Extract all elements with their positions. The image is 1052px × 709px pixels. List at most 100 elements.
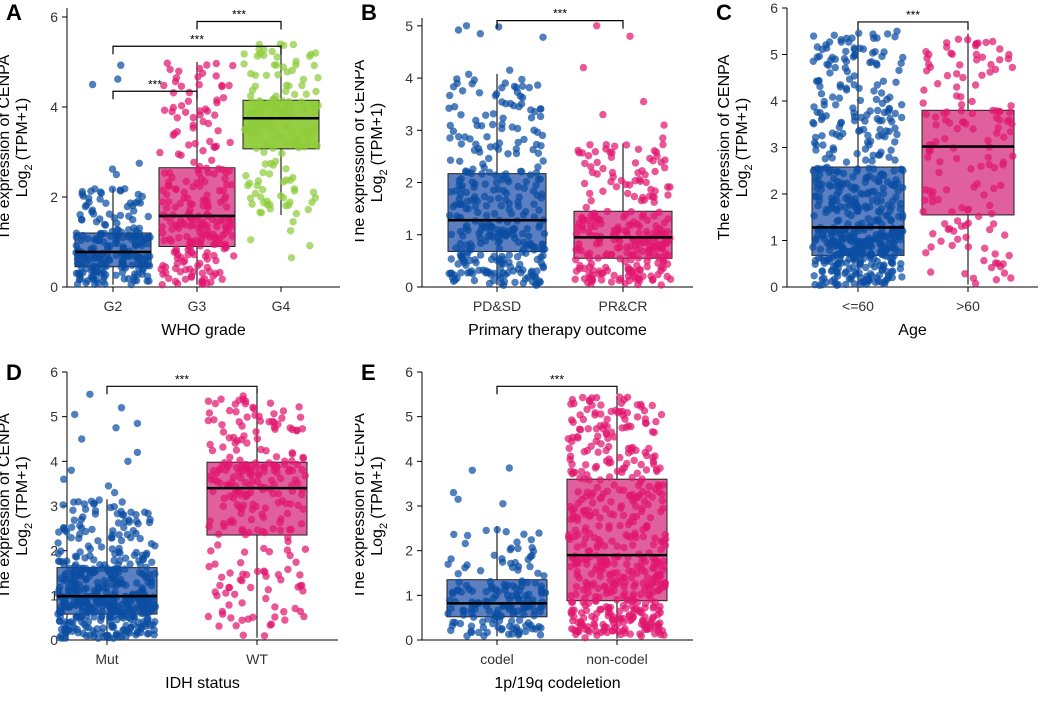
data-point bbox=[842, 47, 850, 56]
data-point bbox=[449, 127, 458, 135]
data-point bbox=[219, 215, 227, 223]
data-point bbox=[565, 444, 573, 452]
panel-letter: C bbox=[716, 0, 732, 25]
data-point bbox=[257, 193, 265, 201]
data-point bbox=[498, 124, 506, 133]
data-point bbox=[818, 267, 826, 275]
data-point bbox=[538, 131, 547, 140]
data-point bbox=[999, 158, 1008, 166]
y-tick-label: 6 bbox=[405, 364, 413, 380]
panel-b: B 0 1 2 3 4 5 PD&SD PR&CR Primary therapy outcom… bbox=[351, 0, 705, 352]
data-point bbox=[629, 592, 637, 601]
data-point bbox=[269, 525, 277, 533]
data-point bbox=[117, 187, 125, 195]
data-point bbox=[987, 60, 995, 69]
data-point bbox=[311, 107, 319, 116]
data-point bbox=[992, 276, 1001, 284]
data-point bbox=[282, 499, 290, 508]
data-point bbox=[259, 513, 268, 522]
data-point bbox=[210, 416, 218, 424]
data-point bbox=[861, 202, 869, 210]
data-point bbox=[616, 453, 624, 462]
data-point bbox=[293, 136, 301, 145]
data-point bbox=[586, 189, 594, 198]
data-point bbox=[69, 569, 77, 577]
data-point bbox=[850, 252, 859, 260]
data-point bbox=[262, 71, 271, 80]
data-point bbox=[602, 263, 610, 272]
data-point bbox=[511, 278, 519, 287]
data-point bbox=[218, 275, 226, 283]
data-point bbox=[212, 256, 220, 265]
data-point bbox=[879, 171, 887, 180]
data-point bbox=[886, 93, 894, 101]
data-point bbox=[521, 627, 530, 636]
data-point bbox=[862, 242, 870, 251]
data-point bbox=[235, 418, 243, 426]
data-point bbox=[850, 245, 858, 254]
data-point bbox=[657, 630, 665, 639]
y-axis-title-subscript: 2 bbox=[23, 164, 35, 170]
data-point bbox=[447, 230, 456, 239]
data-point bbox=[817, 115, 826, 124]
data-point bbox=[260, 467, 268, 476]
data-point bbox=[298, 466, 306, 474]
data-point bbox=[277, 133, 285, 141]
data-point bbox=[577, 619, 586, 628]
data-point bbox=[899, 211, 907, 219]
data-point bbox=[584, 425, 592, 433]
data-point bbox=[621, 589, 629, 597]
data-point bbox=[811, 192, 819, 201]
data-point bbox=[231, 439, 239, 447]
outlier-point bbox=[539, 33, 547, 41]
data-point bbox=[112, 251, 120, 259]
data-point bbox=[895, 248, 904, 256]
data-point bbox=[848, 34, 856, 42]
data-point bbox=[299, 75, 308, 84]
data-point bbox=[149, 621, 157, 629]
data-point bbox=[944, 225, 952, 233]
data-point bbox=[811, 260, 819, 268]
data-point bbox=[879, 262, 887, 271]
data-point bbox=[240, 432, 248, 440]
data-point bbox=[223, 203, 231, 211]
y-tick-label: 5 bbox=[50, 409, 58, 425]
data-point bbox=[818, 132, 826, 140]
data-point bbox=[599, 164, 607, 173]
data-point bbox=[539, 262, 547, 270]
data-point bbox=[841, 64, 849, 72]
data-point bbox=[112, 271, 120, 279]
data-point bbox=[518, 168, 526, 176]
y-axis-title-log: Log bbox=[14, 171, 31, 198]
y-axis-title-line2: Log2 (TPM+1) bbox=[14, 98, 35, 198]
panel-a: A 0 2 4 6 G2 G3 G4 WHO grade The expression of C… bbox=[0, 0, 350, 352]
data-point bbox=[485, 279, 494, 288]
data-point bbox=[284, 201, 293, 209]
data-point bbox=[114, 519, 123, 527]
data-point bbox=[141, 508, 149, 516]
data-point bbox=[462, 204, 470, 213]
data-point bbox=[172, 221, 180, 229]
data-point bbox=[261, 504, 269, 512]
data-point bbox=[634, 169, 642, 177]
data-point bbox=[968, 97, 976, 106]
outlier-point bbox=[133, 419, 142, 428]
data-point bbox=[119, 614, 128, 622]
data-point bbox=[536, 631, 545, 639]
data-point bbox=[566, 455, 574, 464]
data-point bbox=[621, 629, 629, 637]
data-point bbox=[603, 207, 612, 216]
data-point bbox=[531, 579, 539, 587]
data-point bbox=[896, 199, 905, 208]
data-point bbox=[891, 156, 899, 164]
data-point bbox=[112, 629, 121, 638]
y-axis-title-log: Log bbox=[734, 171, 751, 198]
data-point bbox=[961, 270, 969, 278]
data-point bbox=[847, 272, 856, 281]
data-point bbox=[494, 238, 502, 247]
data-point bbox=[642, 620, 650, 628]
data-point bbox=[457, 245, 466, 254]
data-point bbox=[582, 461, 590, 469]
data-point bbox=[269, 144, 277, 152]
data-point bbox=[638, 488, 647, 496]
